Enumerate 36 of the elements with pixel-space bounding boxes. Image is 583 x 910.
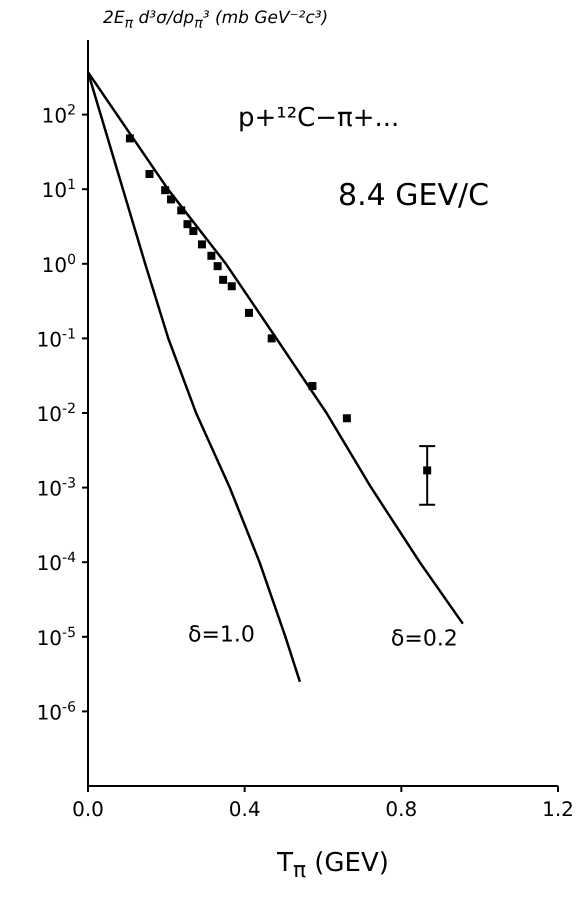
y-tick-label: 10$^{-1}$ (36, 326, 76, 352)
y-tick-label: 10$^{-6}$ (36, 699, 76, 724)
point (342, 414, 351, 422)
point (145, 170, 154, 178)
point (228, 282, 236, 290)
annotation: p+¹²C−π+... (238, 103, 400, 133)
x-tick-label: 0.8 (385, 797, 418, 821)
point (161, 186, 170, 194)
point (214, 262, 222, 270)
x-tick-label: 0.4 (228, 797, 261, 821)
y-tick-label: 10$^{-3}$ (36, 476, 76, 501)
annotation: 8.4 GEV/C (338, 178, 490, 213)
point (423, 466, 432, 474)
point (126, 134, 134, 142)
point (198, 240, 206, 248)
y-tick-label: 10$^{-5}$ (36, 624, 76, 650)
y-tick-label: 10$^{0}$ (42, 252, 76, 277)
point (207, 252, 216, 260)
point (167, 195, 176, 204)
series-label: δ=1.0 (188, 622, 255, 648)
y-tick-label: 10$^{1}$ (42, 177, 76, 202)
y-axis-title: 2E$_{π}$ d³σ/dp$_{π}$³ (mb GeV⁻²c³) (103, 8, 328, 32)
point (189, 227, 198, 236)
point (177, 206, 186, 214)
point (308, 382, 316, 390)
y-tick-label: 10$^{-2}$ (36, 401, 76, 426)
point (244, 308, 253, 317)
x-axis-title: T$_{π}$ (GEV) (276, 848, 390, 884)
point (268, 334, 276, 342)
point (183, 220, 192, 228)
series-label: δ=0.2 (390, 626, 458, 652)
y-tick-label: 10$^{-4}$ (36, 550, 76, 576)
y-tick-label: 10$^{2}$ (42, 102, 76, 128)
x-tick-label: 1.2 (542, 797, 574, 821)
point (219, 276, 228, 284)
x-tick-label: 0.0 (72, 797, 104, 821)
